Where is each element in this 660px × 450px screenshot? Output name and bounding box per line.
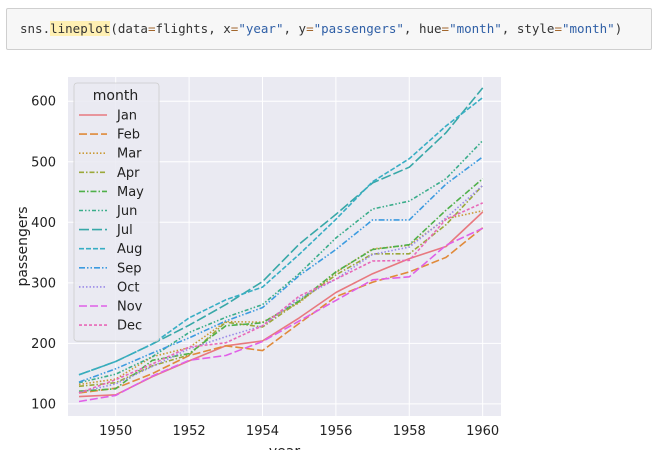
y-tick-label: 200 <box>31 337 56 352</box>
y-tick-label: 300 <box>31 276 56 291</box>
code-style-val: "month" <box>562 21 615 36</box>
code-x-val: "year" <box>238 21 284 36</box>
code-dot: . <box>42 21 51 36</box>
code-module: sns <box>20 21 43 36</box>
code-eq: = <box>441 21 450 36</box>
series-line-may <box>78 178 484 392</box>
legend: month Jan Feb Mar Apr May Jun Jul Aug Sep Oct Nov D… <box>73 82 160 342</box>
code-hue-val: "month" <box>449 21 502 36</box>
series-line-jun <box>78 140 484 384</box>
x-tick-label: 1950 <box>99 424 132 439</box>
series-line-nov <box>78 227 484 403</box>
legend-label-aug: Aug <box>117 242 142 257</box>
code-function-name: lineplot <box>50 21 111 36</box>
legend-title: month <box>93 88 138 104</box>
code-open-paren: ( <box>110 21 118 36</box>
legend-label-mar: Mar <box>117 147 142 162</box>
code-hue-kw: hue <box>418 21 442 36</box>
y-tick-label: 400 <box>31 216 56 231</box>
code-x-kw: x <box>223 21 231 36</box>
series-line-sep <box>78 156 484 383</box>
series-line-aug <box>78 96 484 376</box>
legend-label-may: May <box>117 185 144 200</box>
legend-label-oct: Oct <box>117 280 139 295</box>
legend-box <box>73 82 160 342</box>
code-eq: = <box>554 21 562 36</box>
axis-ticks: 1950 1952 1954 1956 1958 1960 100 200 300 400 500 6… <box>31 95 499 439</box>
code-comma: , <box>403 21 419 36</box>
code-data-kw: data <box>117 21 148 36</box>
code-data-val: flights <box>155 21 209 36</box>
y-tick-label: 600 <box>31 95 56 110</box>
series-line-apr <box>78 184 484 388</box>
legend-label-jul: Jul <box>116 223 133 238</box>
x-tick-label: 1956 <box>319 424 352 439</box>
y-axis-label: passengers <box>15 206 31 286</box>
code-y-kw: y <box>298 21 307 36</box>
code-eq: = <box>306 21 314 36</box>
series-lines <box>78 87 484 403</box>
code-eq: = <box>230 21 239 36</box>
series-line-dec <box>78 202 484 394</box>
code-y-val: "passengers" <box>313 21 404 36</box>
legend-label-jan: Jan <box>116 109 137 124</box>
legend-label-feb: Feb <box>117 128 140 143</box>
series-line-feb <box>78 227 484 394</box>
legend-label-sep: Sep <box>117 261 142 276</box>
code-style-kw: style <box>516 21 555 36</box>
x-tick-label: 1952 <box>173 424 206 439</box>
code-comma: , <box>208 21 224 36</box>
x-tick-label: 1954 <box>246 424 279 439</box>
legend-label-apr: Apr <box>117 166 140 181</box>
x-tick-label: 1960 <box>466 424 499 439</box>
y-tick-label: 500 <box>31 155 56 170</box>
legend-label-nov: Nov <box>117 300 143 315</box>
x-axis-label: year <box>269 444 300 450</box>
code-close-paren: ) <box>614 21 623 36</box>
code-comma: , <box>501 21 517 36</box>
code-comma: , <box>283 21 299 36</box>
y-tick-label: 100 <box>31 397 56 412</box>
code-cell[interactable]: sns.lineplot(data=flights, x="year", y="… <box>6 8 652 50</box>
legend-label-jun: Jun <box>116 204 137 219</box>
x-tick-label: 1958 <box>393 424 426 439</box>
code-eq: = <box>147 21 156 36</box>
legend-label-dec: Dec <box>117 319 142 334</box>
line-chart: 1950 1952 1954 1956 1958 1960 100 200 300 400 500 6… <box>15 77 501 450</box>
